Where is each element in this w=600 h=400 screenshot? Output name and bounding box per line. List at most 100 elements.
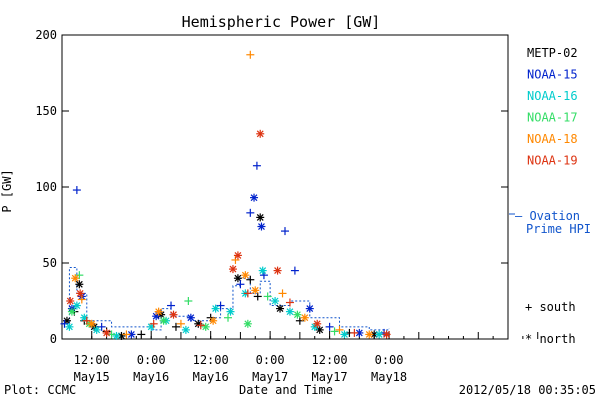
north-marker (71, 274, 80, 283)
south-marker (137, 330, 146, 339)
south-marker (75, 271, 84, 280)
legend-entry: NOAA-15 (527, 68, 578, 82)
x-tick-label-date: May17 (252, 370, 288, 384)
north-marker (211, 304, 220, 313)
ovation-legend-line2: Prime HPI (526, 222, 591, 236)
y-tick-label: 100 (35, 180, 57, 194)
north-marker (201, 322, 210, 331)
north-marker (251, 286, 260, 295)
y-tick-label: 50 (43, 256, 57, 270)
ovation-hpi-line (62, 267, 390, 331)
y-tick-label: 0 (50, 332, 57, 346)
north-marker (209, 316, 218, 325)
south-marker (72, 186, 81, 195)
south-marker (184, 297, 193, 305)
south-marker (82, 316, 91, 325)
south-marker (236, 280, 245, 289)
north-marker (186, 313, 195, 322)
north-marker (243, 319, 252, 328)
south-marker (243, 289, 252, 298)
north-marker (72, 301, 81, 310)
north-marker (258, 266, 267, 275)
north-marker (375, 330, 384, 339)
north-marker (305, 304, 314, 313)
south-marker (263, 292, 272, 301)
north-marker (169, 310, 178, 319)
x-tick-label-date: May15 (74, 370, 110, 384)
x-tick-label-time: 0:00 (375, 353, 404, 367)
north-marker (276, 304, 285, 313)
north-marker (256, 129, 265, 138)
south-marker (246, 50, 255, 59)
south-marker-legend: + south (525, 300, 576, 314)
south-marker (290, 266, 299, 275)
south-marker (149, 319, 158, 328)
north-marker (181, 325, 190, 334)
south-marker (167, 301, 176, 310)
south-marker (252, 161, 261, 170)
north-marker (340, 330, 349, 339)
south-marker (325, 322, 334, 331)
south-marker (77, 295, 86, 304)
north-marker-legend: * north (525, 332, 576, 346)
north-marker (365, 330, 374, 339)
north-marker (76, 289, 85, 298)
north-marker (233, 274, 242, 283)
south-marker (335, 325, 344, 334)
x-tick-label-time: 0:00 (137, 353, 166, 367)
plot-timestamp: 2012/05/18 00:35:05 (459, 383, 596, 397)
north-marker (92, 325, 101, 334)
north-marker (159, 316, 168, 325)
north-marker (313, 319, 322, 328)
north-marker (154, 307, 163, 316)
north-marker (65, 322, 74, 331)
y-tick-label: 150 (35, 104, 57, 118)
north-marker (233, 251, 242, 260)
plot-area: 0 50 100 150 200 12:00 May15 0:00 May16 12:00 May1… (35, 28, 539, 384)
south-marker (246, 208, 255, 217)
north-marker (226, 307, 235, 316)
south-marker (330, 327, 339, 336)
south-marker (285, 298, 294, 307)
x-tick-label-date: May18 (371, 370, 407, 384)
north-marker (300, 313, 309, 322)
south-marker (196, 321, 205, 330)
south-marker (122, 330, 131, 339)
plot-credit: Plot: CCMC (4, 383, 76, 397)
north-marker (271, 297, 280, 305)
north-marker (293, 310, 302, 319)
north-marker (315, 325, 324, 334)
north-marker (67, 307, 76, 316)
x-tick-label-date: May17 (312, 370, 348, 384)
x-tick-label-time: 12:00 (193, 353, 229, 367)
north-marker (87, 319, 96, 328)
north-marker (112, 331, 121, 340)
north-marker (241, 271, 250, 280)
legend-entry: NOAA-17 (527, 111, 578, 125)
north-marker (382, 330, 391, 339)
legend: METP-02 NOAA-15 NOAA-16 NOAA-17 NOAA-18 NOAA-… (527, 46, 578, 168)
south-marker (253, 292, 262, 301)
x-tick-label-time: 12:00 (74, 353, 110, 367)
legend-entry: NOAA-18 (527, 132, 578, 146)
south-marker (281, 227, 289, 236)
north-marker (75, 280, 84, 289)
north-marker (228, 265, 237, 274)
south-marker (176, 319, 185, 328)
north-marker (285, 307, 294, 316)
south-marker (171, 322, 180, 331)
north-marker (102, 328, 111, 337)
north-marker (257, 222, 266, 231)
x-tick-label-date: May16 (193, 370, 229, 384)
south-marker (278, 289, 287, 298)
legend-entry: NOAA-16 (527, 89, 578, 103)
x-axis-label: Date and Time (239, 383, 333, 397)
x-tick-label-time: 12:00 (312, 353, 348, 367)
y-tick-label: 200 (35, 28, 57, 42)
north-marker (273, 266, 282, 275)
ovation-legend-line1: — Ovation (515, 209, 580, 223)
legend-entry: NOAA-19 (527, 154, 578, 168)
south-marker (350, 328, 359, 337)
north-marker (66, 297, 75, 305)
